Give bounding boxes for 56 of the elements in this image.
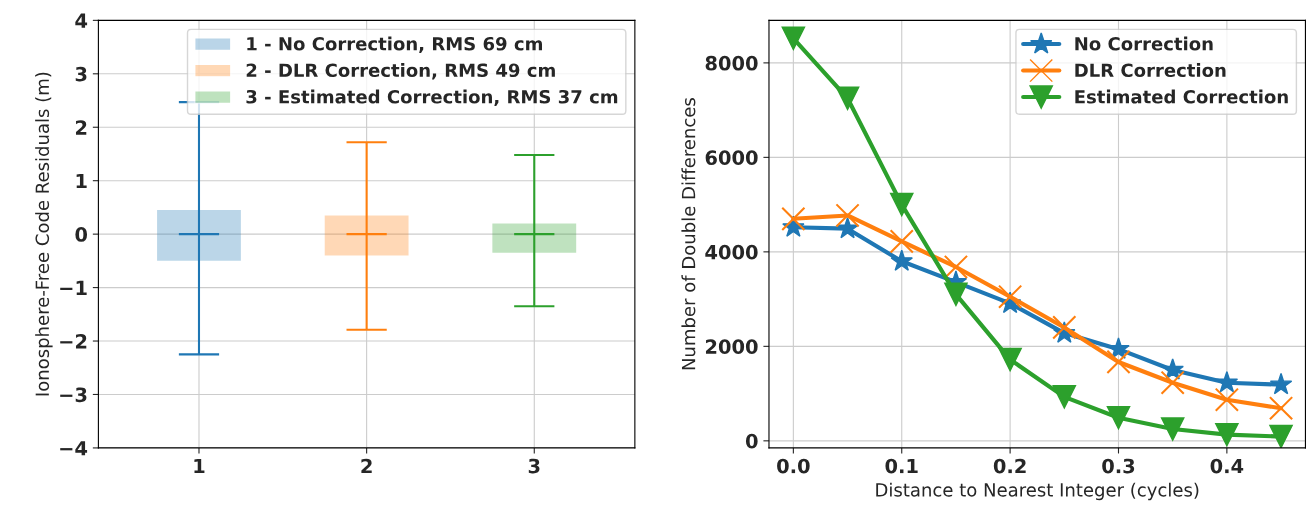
- point: [1214, 387, 1240, 412]
- legend-label: 1 - No Correction, RMS 69 cm: [247, 36, 542, 53]
- legend-label: Estimated Correction: [1075, 89, 1288, 104]
- y-tick-label: 8000: [705, 55, 758, 71]
- x-axis-title: Distance to Nearest Integer (cycles): [876, 482, 1199, 501]
- y-tick-label: 6000: [705, 150, 758, 166]
- x-tick-label: 0.4: [1210, 458, 1244, 474]
- point: [781, 26, 806, 51]
- x-tick-label: 1: [194, 458, 205, 474]
- point: [1106, 349, 1131, 375]
- point: [835, 203, 860, 228]
- point: [943, 254, 969, 280]
- y-tick-label: 3: [75, 66, 87, 82]
- point: [1160, 370, 1185, 395]
- y-tick-label: −1: [60, 280, 87, 295]
- x-tick-label: 2: [361, 458, 372, 474]
- x-tick-label: 0.2: [993, 458, 1026, 474]
- y-tick-label: 2: [75, 120, 87, 135]
- point: [1269, 424, 1293, 448]
- x-tick-label: 0.3: [1102, 458, 1135, 474]
- point: [836, 216, 859, 239]
- y-tick-label: 2000: [705, 339, 758, 355]
- legend-label: 2 - DLR Correction, RMS 49 cm: [246, 63, 555, 80]
- point: [889, 192, 914, 217]
- legend-label: No Correction: [1075, 36, 1213, 51]
- point: [944, 282, 968, 307]
- point: [1160, 417, 1185, 441]
- point: [998, 347, 1022, 372]
- y-tick-label: −3: [60, 387, 87, 403]
- x-tick-label: 0.0: [777, 458, 810, 474]
- point: [781, 206, 806, 231]
- point: [1052, 315, 1077, 340]
- y-tick-label: −2: [60, 333, 87, 349]
- y-axis-title: Ionosphere-Free Code Residuals (m): [35, 72, 53, 396]
- point: [889, 229, 914, 254]
- point: [1215, 422, 1239, 447]
- x-tick-label: 0.1: [885, 458, 918, 474]
- y-axis-title: Number of Double Differences: [681, 98, 696, 370]
- point: [997, 284, 1023, 309]
- point: [1161, 358, 1184, 380]
- x-tick-label: 3: [528, 458, 540, 474]
- point: [1269, 372, 1293, 395]
- legend-label: 3 - Estimated Correction, RMS 37 cm: [246, 89, 618, 106]
- point: [890, 249, 914, 271]
- legend-label: DLR Correction: [1075, 63, 1226, 78]
- point: [835, 86, 860, 111]
- point: [1215, 370, 1239, 393]
- point: [1106, 405, 1131, 430]
- y-tick-label: 4: [75, 13, 88, 28]
- y-tick-label: −4: [60, 441, 88, 456]
- y-tick-label: 0: [745, 433, 758, 449]
- point: [1052, 385, 1077, 409]
- point: [1268, 396, 1294, 421]
- y-tick-label: 1: [76, 173, 87, 189]
- y-tick-label: 0: [75, 227, 88, 242]
- y-tick-label: 4000: [705, 244, 758, 260]
